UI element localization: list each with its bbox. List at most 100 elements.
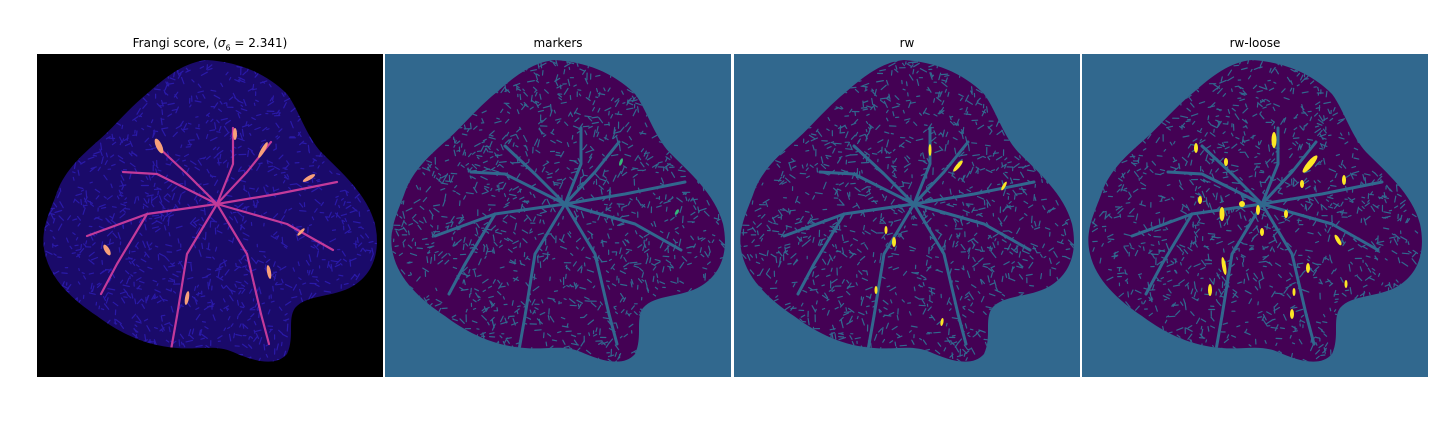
texture-stroke bbox=[659, 230, 664, 234]
texture-stroke bbox=[964, 295, 969, 299]
texture-stroke bbox=[433, 174, 436, 179]
texture-stroke bbox=[162, 215, 166, 222]
texture-stroke bbox=[514, 222, 517, 231]
texture-stroke bbox=[601, 341, 609, 345]
texture-stroke bbox=[189, 334, 194, 340]
texture-stroke bbox=[584, 296, 590, 300]
texture-stroke bbox=[982, 311, 987, 315]
texture-stroke bbox=[235, 333, 243, 337]
texture-stroke bbox=[876, 80, 884, 83]
texture-stroke bbox=[229, 216, 234, 221]
texture-stroke bbox=[485, 306, 490, 310]
texture-stroke bbox=[111, 133, 114, 142]
texture-stroke bbox=[75, 249, 81, 252]
texture-stroke bbox=[119, 159, 126, 164]
texture-stroke bbox=[622, 204, 628, 208]
texture-stroke bbox=[154, 296, 159, 300]
texture-stroke bbox=[681, 255, 688, 262]
texture-stroke bbox=[88, 292, 96, 295]
texture-stroke bbox=[408, 223, 413, 226]
texture-stroke bbox=[961, 267, 964, 271]
texture-stroke bbox=[610, 219, 615, 226]
texture-stroke bbox=[170, 262, 174, 266]
texture-stroke bbox=[573, 160, 579, 165]
texture-stroke bbox=[152, 279, 158, 283]
texture-stroke bbox=[500, 108, 504, 114]
texture-stroke bbox=[865, 310, 868, 315]
texture-stroke bbox=[245, 268, 252, 274]
texture-stroke bbox=[452, 241, 456, 247]
texture-stroke bbox=[621, 90, 624, 95]
texture-stroke bbox=[216, 224, 220, 229]
texture-stroke bbox=[179, 333, 184, 340]
texture-stroke bbox=[1060, 239, 1064, 243]
texture-stroke bbox=[949, 308, 952, 311]
texture-stroke bbox=[426, 295, 430, 298]
texture-stroke bbox=[967, 143, 970, 152]
texture-stroke bbox=[891, 105, 900, 109]
texture-stroke bbox=[278, 306, 283, 311]
texture-stroke bbox=[369, 250, 372, 254]
texture-stroke bbox=[311, 240, 318, 243]
texture-stroke bbox=[506, 131, 510, 137]
texture-stroke bbox=[401, 219, 405, 228]
texture-stroke bbox=[219, 153, 222, 160]
texture-stroke bbox=[841, 252, 848, 258]
texture-stroke bbox=[573, 107, 578, 115]
texture-stroke bbox=[607, 233, 610, 239]
texture-stroke bbox=[631, 211, 636, 214]
texture-stroke bbox=[105, 135, 111, 140]
texture-stroke bbox=[468, 269, 471, 274]
panel-title-rw-loose: rw-loose bbox=[1229, 36, 1281, 50]
texture-stroke bbox=[952, 175, 956, 179]
texture-stroke bbox=[578, 93, 582, 97]
texture-stroke bbox=[328, 263, 332, 269]
highlight-blob bbox=[619, 158, 623, 166]
vessel-line bbox=[607, 312, 619, 346]
texture-stroke bbox=[987, 156, 991, 161]
texture-stroke bbox=[112, 232, 118, 239]
texture-stroke bbox=[88, 251, 95, 257]
texture-stroke bbox=[703, 210, 710, 217]
texture-stroke bbox=[830, 267, 833, 272]
texture-stroke bbox=[706, 261, 711, 265]
texture-stroke bbox=[1020, 171, 1025, 178]
texture-stroke bbox=[481, 118, 484, 123]
texture-stroke bbox=[873, 259, 877, 263]
texture-stroke bbox=[586, 222, 592, 225]
texture-stroke bbox=[360, 226, 364, 230]
texture-stroke bbox=[554, 183, 559, 186]
texture-stroke bbox=[230, 323, 234, 327]
texture-stroke bbox=[105, 297, 109, 304]
texture-stroke bbox=[229, 289, 236, 293]
texture-stroke bbox=[133, 196, 137, 204]
texture-stroke bbox=[242, 71, 247, 76]
texture-stroke bbox=[618, 223, 625, 227]
texture-stroke bbox=[845, 307, 848, 312]
texture-stroke bbox=[534, 236, 537, 240]
texture-stroke bbox=[664, 194, 667, 200]
panel-rw-image bbox=[734, 54, 1080, 377]
texture-stroke bbox=[588, 332, 591, 336]
texture-stroke bbox=[449, 175, 454, 183]
texture-stroke bbox=[865, 133, 869, 142]
texture-stroke bbox=[566, 142, 570, 148]
texture-stroke bbox=[547, 333, 552, 337]
texture-stroke bbox=[862, 100, 869, 104]
texture-stroke bbox=[489, 300, 493, 307]
texture-stroke bbox=[584, 77, 589, 85]
texture-stroke bbox=[135, 264, 140, 268]
texture-stroke bbox=[500, 86, 506, 94]
texture-stroke bbox=[922, 308, 927, 315]
texture-stroke bbox=[871, 97, 874, 106]
texture-stroke bbox=[492, 234, 495, 242]
texture-stroke bbox=[959, 108, 963, 111]
texture-stroke bbox=[533, 273, 536, 281]
texture-stroke bbox=[580, 211, 585, 219]
texture-stroke bbox=[57, 223, 63, 231]
texture-stroke bbox=[251, 268, 257, 272]
texture-stroke bbox=[102, 296, 107, 301]
texture-stroke bbox=[482, 160, 488, 164]
texture-stroke bbox=[281, 333, 288, 338]
texture-stroke bbox=[532, 276, 537, 280]
